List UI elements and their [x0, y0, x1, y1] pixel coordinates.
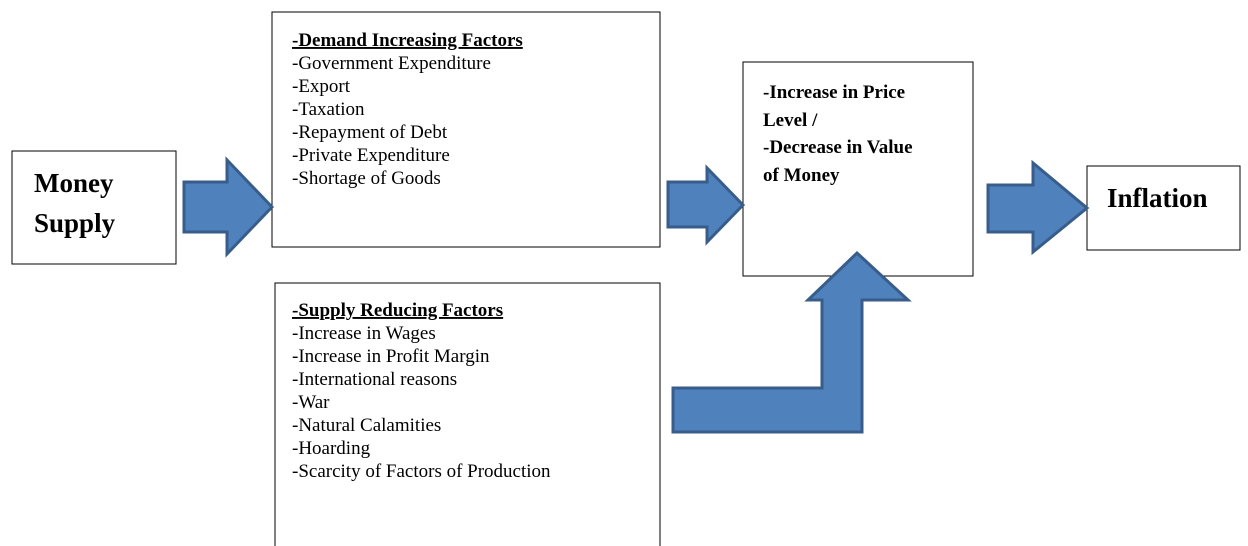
node-title: -Demand Increasing Factors	[292, 30, 523, 51]
list-item: -Repayment of Debt	[292, 122, 448, 143]
bent-arrow	[671, 250, 912, 434]
arrow	[986, 159, 1090, 256]
demand-box	[271, 11, 661, 248]
node-title: -Supply Reducing Factors	[292, 300, 503, 321]
arrow	[666, 164, 746, 246]
money-supply-box	[11, 150, 177, 265]
item-list: -Increase in Wages-Increase in Profit Ma…	[292, 323, 551, 482]
list-item: -Shortage of Goods	[292, 168, 441, 189]
inflation-box	[1086, 165, 1241, 251]
item-list: -Government Expenditure-Export-Taxation-…	[292, 53, 491, 189]
price-box	[742, 61, 974, 277]
list-item: -Government Expenditure	[292, 53, 491, 74]
list-item: -International reasons	[292, 369, 457, 390]
list-item: -Hoarding	[292, 438, 371, 459]
supply-box	[274, 282, 661, 546]
list-item: -War	[292, 392, 330, 413]
list-item: -Increase in Wages	[292, 323, 436, 344]
list-item: -Natural Calamities	[292, 415, 441, 436]
node-label: Supply	[34, 208, 116, 238]
list-item: -Taxation	[292, 99, 365, 120]
list-item: -Increase in Profit Margin	[292, 346, 490, 367]
arrow	[182, 156, 275, 258]
node-label: Level /	[763, 110, 818, 131]
node-label: of Money	[763, 165, 840, 186]
node-label: -Increase in Price	[763, 82, 905, 103]
list-item: -Scarcity of Factors of Production	[292, 461, 551, 482]
node-label: Money	[34, 168, 114, 198]
node-label: -Decrease in Value	[763, 137, 913, 158]
node-label: Inflation	[1107, 183, 1208, 213]
list-item: -Export	[292, 76, 351, 97]
list-item: -Private Expenditure	[292, 145, 450, 166]
